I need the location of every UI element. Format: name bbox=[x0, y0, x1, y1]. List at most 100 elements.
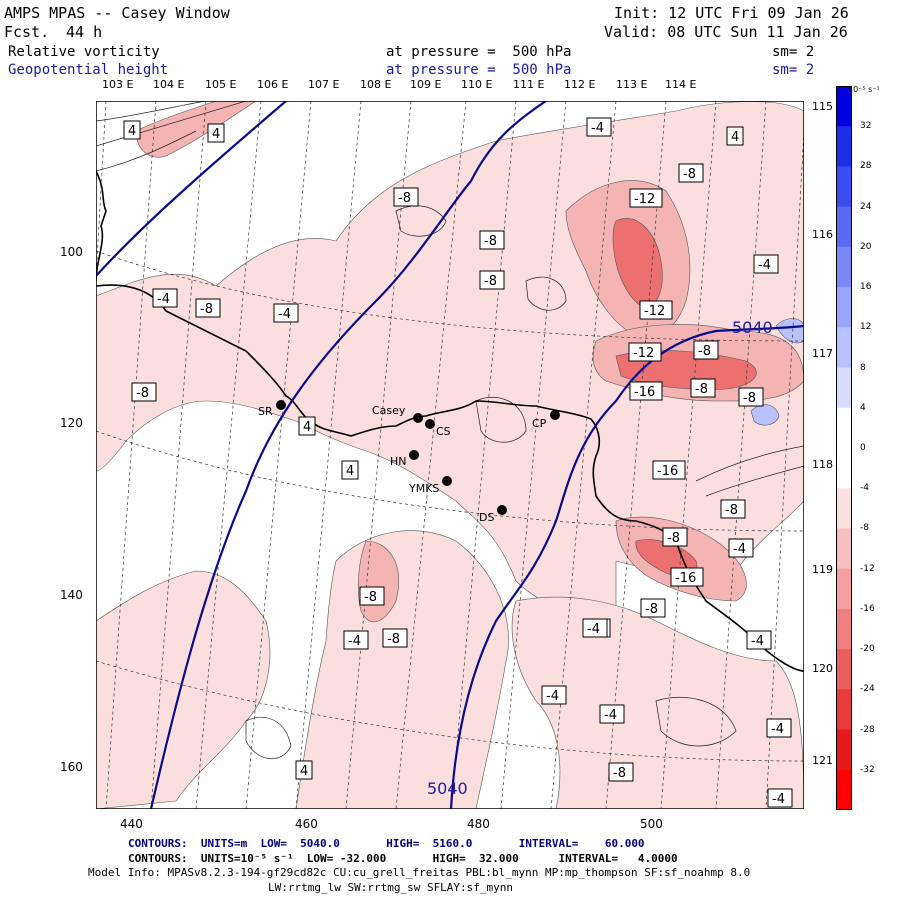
height-contour-label: 5040 bbox=[427, 779, 468, 798]
colorbar-tick-label: 12 bbox=[860, 322, 872, 333]
y-tick-label: 160 bbox=[60, 760, 83, 774]
colorbar-swatch bbox=[836, 206, 852, 248]
field1-label: Relative vorticity bbox=[8, 44, 160, 60]
x-tick-label: 500 bbox=[640, 817, 663, 831]
station-label: Casey bbox=[372, 404, 406, 417]
contour-label-text: -4 bbox=[591, 121, 604, 136]
contour-label-text: -16 bbox=[675, 571, 696, 586]
contour-label-text: -4 bbox=[278, 307, 291, 322]
contour-label-text: 4 bbox=[303, 420, 311, 435]
contour-label-text: -8 bbox=[387, 632, 400, 647]
right-longitude-label: 121 E bbox=[812, 754, 844, 767]
longitude-label: 104 E bbox=[153, 78, 185, 91]
station-label: YMKS bbox=[408, 482, 439, 495]
contour-label: -16 bbox=[670, 567, 704, 587]
colorbar-swatch bbox=[836, 568, 852, 610]
contour-label: -4 bbox=[746, 630, 772, 650]
contour-label-text: -8 bbox=[398, 191, 411, 206]
contour-label-text: -8 bbox=[645, 602, 658, 617]
forecast-hour: 44 h bbox=[66, 23, 103, 41]
contour-label-text: -12 bbox=[634, 192, 655, 207]
contour-label: -8 bbox=[640, 598, 666, 618]
contour-label: -4 bbox=[753, 254, 779, 274]
station-DS-marker bbox=[497, 505, 507, 515]
contour-label: -8 bbox=[359, 586, 385, 606]
field2-pressure: at pressure = 500 hPa bbox=[386, 62, 572, 78]
station-SR-marker bbox=[276, 400, 286, 410]
colorbar-tick-label: -16 bbox=[860, 603, 875, 614]
station-HN-marker bbox=[409, 450, 419, 460]
contour-label: -8 bbox=[738, 387, 764, 407]
contour-label-text: -4 bbox=[604, 708, 617, 723]
footer-model-info: Model Info: MPASv8.2.3-194-gf29cd82c CU:… bbox=[88, 866, 751, 879]
colorbar-swatch bbox=[836, 649, 852, 690]
station-label: SR bbox=[258, 405, 273, 418]
station-labels: SR Casey CS HN YMKS DS CP bbox=[258, 404, 547, 524]
contour-label: 4 bbox=[341, 460, 359, 480]
contour-label-text: -4 bbox=[348, 634, 361, 649]
contour-label-text: -12 bbox=[644, 304, 665, 319]
longitude-label: 105 E bbox=[205, 78, 237, 91]
contour-label: 4 bbox=[726, 126, 744, 146]
colorbar-tick-label: 16 bbox=[860, 282, 872, 293]
colorbar-swatch bbox=[836, 287, 852, 328]
right-longitude-label: 115 E bbox=[812, 100, 844, 113]
longitude-label: 108 E bbox=[360, 78, 392, 91]
contour-label: -8 bbox=[608, 762, 634, 782]
map-title: AMPS MPAS -- Casey Window bbox=[4, 4, 230, 22]
colorbar-tick-label: -8 bbox=[860, 523, 869, 534]
colorbar-swatch bbox=[836, 608, 852, 650]
contour-label-text: -8 bbox=[484, 234, 497, 249]
vorticity-map[interactable]: SR Casey CS HN YMKS DS CP 4 4 -4 -8 -4 -8 -8 -8… bbox=[96, 101, 804, 809]
contour-label-text: -16 bbox=[657, 464, 678, 479]
x-tick-label: 440 bbox=[120, 817, 143, 831]
contour-label-text: -4 bbox=[771, 722, 784, 737]
contour-label-text: 4 bbox=[300, 764, 308, 779]
y-tick-label: 120 bbox=[60, 416, 83, 430]
right-longitude-label: 120 E bbox=[812, 662, 844, 675]
station-label: HN bbox=[390, 455, 407, 468]
contour-label: -8 bbox=[195, 298, 221, 318]
graticule bbox=[96, 101, 804, 809]
longitude-label: 103 E bbox=[102, 78, 134, 91]
colorbar-tick-label: -20 bbox=[860, 644, 875, 655]
contour-label: -8 bbox=[131, 382, 157, 402]
contour-label-text: -8 bbox=[136, 386, 149, 401]
colorbar-swatch bbox=[836, 86, 852, 127]
contour-label-text: -4 bbox=[157, 292, 170, 307]
contour-label-text: -8 bbox=[484, 274, 497, 289]
station-CP-marker bbox=[550, 410, 560, 420]
right-longitude-label: 116 E bbox=[812, 228, 844, 241]
colorbar-tick-label: -28 bbox=[860, 724, 875, 735]
height-contour-label: 5040 bbox=[732, 318, 773, 337]
x-tick-label: 460 bbox=[295, 817, 318, 831]
contour-label-text: 4 bbox=[731, 130, 739, 145]
contour-label: -16 bbox=[629, 381, 663, 401]
contour-label-text: -8 bbox=[695, 382, 708, 397]
contour-label: -12 bbox=[629, 188, 663, 208]
footer-vorticity-contours: CONTOURS: UNITS=10⁻⁵ s⁻¹ LOW= -32.000 HI… bbox=[128, 852, 678, 865]
contour-label: -8 bbox=[662, 527, 688, 547]
colorbar-tick-label: 4 bbox=[860, 402, 866, 413]
colorbar-swatch bbox=[836, 528, 852, 570]
colorbar-unit: 10⁻⁵ s⁻¹ bbox=[848, 85, 880, 94]
contour-label-text: 4 bbox=[128, 124, 136, 139]
contour-label-text: -4 bbox=[587, 622, 600, 637]
station-Casey-marker bbox=[413, 413, 423, 423]
contour-label: 4 bbox=[123, 120, 141, 140]
colorbar-swatch bbox=[836, 769, 852, 810]
geopotential-height-contours bbox=[96, 101, 804, 809]
contour-label: -4 bbox=[343, 630, 369, 650]
colorbar-swatch bbox=[836, 488, 852, 529]
contour-label-text: -4 bbox=[733, 542, 746, 557]
right-longitude-label: 117 E bbox=[812, 347, 844, 360]
contour-label: 4 bbox=[295, 760, 313, 780]
contour-label: -4 bbox=[582, 618, 608, 638]
contour-label-text: -8 bbox=[725, 503, 738, 518]
contour-label: -4 bbox=[728, 538, 754, 558]
colorbar-tick-label: 28 bbox=[860, 161, 872, 172]
contour-label: -16 bbox=[652, 460, 686, 480]
station-YMKS-marker bbox=[442, 476, 452, 486]
field1-pressure: at pressure = 500 hPa bbox=[386, 44, 572, 60]
contour-label-text: -4 bbox=[772, 792, 785, 807]
